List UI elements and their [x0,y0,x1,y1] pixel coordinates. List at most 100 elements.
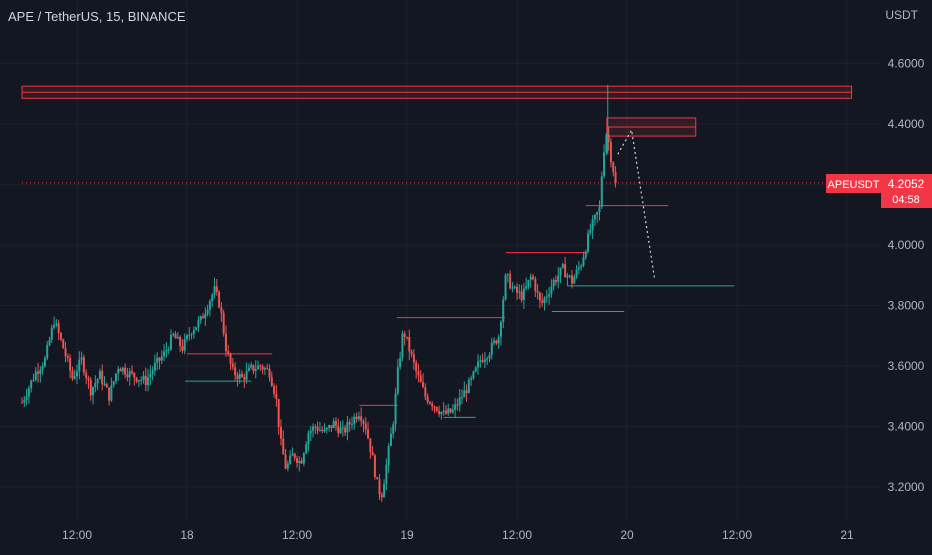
candle-up [346,422,349,433]
candle-up [573,276,576,284]
candle-up [529,276,532,280]
candle-up [25,396,28,400]
candle-up [137,380,140,382]
candle-up [156,357,159,363]
candle-up [486,358,489,360]
candle-up [153,362,156,371]
candle-up [103,383,106,385]
candle-down [89,380,92,396]
candle-up [513,286,516,288]
candle-down [412,354,415,363]
candle-up [245,370,248,380]
candle-down [465,390,468,393]
candle-up [499,322,502,337]
symbol-tag-background [826,174,881,193]
x-tick-label: 12:00 [282,528,312,542]
candle-up [518,291,521,293]
candle-down [422,382,425,388]
candle-up [504,275,507,300]
x-tick-label: 12:00 [62,528,92,542]
candle-down [218,291,221,308]
candle-up [385,464,388,484]
candle-down [410,351,413,355]
candle-down [124,367,127,375]
candle-up [497,336,500,344]
candle-up [389,433,392,446]
candle-down [438,411,441,415]
candle-up [598,206,601,213]
candle-up [399,357,402,368]
candle-up [545,296,548,298]
candle-down [481,360,484,362]
candle-down [355,416,358,420]
candle-up [461,397,463,399]
candle-down [564,264,567,278]
candle-up [98,370,101,380]
candle-up [587,233,590,252]
candle-up [167,349,170,351]
candle-up [204,313,207,319]
symbol-title: APE / TetherUS, 15, BINANCE [8,9,186,24]
candle-up [522,288,525,301]
time-axis: 12:00 18 12:00 19 12:00 20 12:00 21 [62,528,854,542]
currency-label: USDT [885,8,918,22]
candle-up [92,387,95,396]
candle-up [559,267,562,276]
x-tick-label: 21 [840,528,854,542]
candle-up [600,176,603,207]
candle-up [458,397,461,406]
candle-down [444,410,447,414]
candle-down [456,404,459,406]
candle-down [236,375,239,380]
price-axis: 4.60004.40004.20004.00003.80003.60003.40… [888,57,925,495]
candle-up [46,344,49,359]
candle-down [266,368,269,370]
candle-up [548,294,551,297]
candle-up [140,379,143,381]
candle-up [190,334,193,336]
candle-up [53,325,56,328]
candle-down [433,406,436,408]
candle-down [270,377,273,386]
candle-down [424,387,427,397]
candle-up [73,376,76,379]
candle-up [199,316,202,321]
candle-up [149,374,152,378]
y-tick-label: 3.6000 [888,359,925,373]
x-tick-label: 12:00 [722,528,752,542]
candle-up [472,371,475,379]
candle-down [64,348,67,357]
candle-down [417,371,420,376]
candle-up [323,429,326,432]
candle-down [174,333,177,339]
candle-up [591,219,594,231]
bar-countdown: 04:58 [892,194,920,206]
candle-up [552,280,555,287]
candle-up [78,359,81,372]
candle-down [426,396,429,403]
candle-up [580,265,583,268]
candle-up [80,357,83,360]
candle-down [534,279,537,292]
candle-up [325,427,328,430]
candle-up [165,349,168,352]
candle-down [364,423,367,430]
candle-up [463,390,466,398]
candle-down [378,479,381,495]
candle-up [451,409,454,413]
candle-down [259,365,262,367]
candle-down [252,364,255,371]
candle-down [380,494,383,498]
candle-down [277,398,280,427]
candle-up [394,393,397,425]
candle-up [151,370,154,375]
candle-down [224,333,227,352]
candle-up [247,367,250,371]
candle-up [328,425,331,428]
candle-down [215,286,218,292]
candle-up [490,342,493,355]
candle-up [238,374,241,380]
candle-up [169,335,172,350]
